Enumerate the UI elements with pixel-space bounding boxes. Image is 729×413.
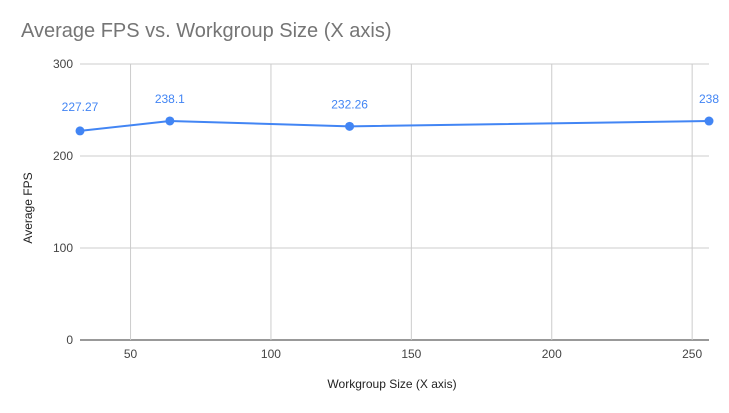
x-tick-label: 250 [682, 347, 702, 361]
data-label: 238.1 [155, 92, 185, 106]
x-tick-label: 200 [542, 347, 562, 361]
x-axis-label: Workgroup Size (X axis) [327, 377, 456, 391]
y-tick-label: 300 [53, 57, 73, 71]
data-point [704, 116, 714, 126]
data-point [75, 126, 85, 136]
x-tick-label: 50 [124, 347, 138, 361]
series-line [79, 119, 710, 132]
chart-title: Average FPS vs. Workgroup Size (X axis) [21, 20, 392, 42]
data-point [345, 121, 355, 131]
y-axis-label: Average FPS [21, 172, 35, 243]
x-tick-label: 100 [261, 347, 281, 361]
series-layer: 227.27 238.1 232.26 238 [62, 92, 719, 136]
y-tick-label: 200 [53, 149, 73, 163]
x-tick-label: 150 [401, 347, 421, 361]
y-axis-ticks: 0 100 200 300 [53, 57, 73, 347]
x-axis-ticks: 50 100 150 200 250 [124, 347, 703, 361]
data-label: 227.27 [62, 100, 99, 114]
data-label: 238 [699, 92, 719, 106]
y-tick-label: 100 [53, 241, 73, 255]
y-tick-label: 0 [66, 333, 73, 347]
data-point [165, 116, 175, 126]
grid-lines [80, 63, 709, 341]
data-label: 232.26 [331, 97, 368, 111]
